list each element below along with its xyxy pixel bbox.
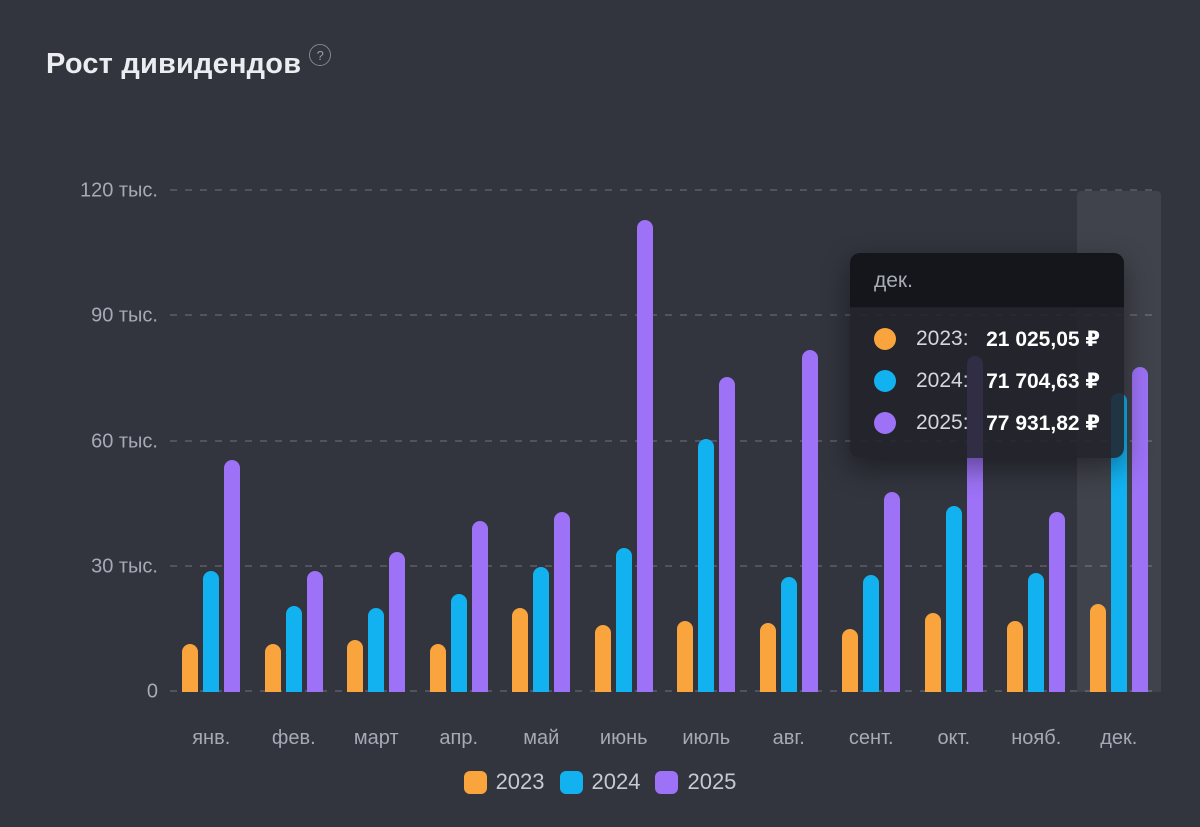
bar-2025-май[interactable] — [554, 512, 571, 692]
bar-2023-апр[interactable] — [429, 644, 446, 692]
chart-header: Рост дивидендов ? — [46, 44, 332, 81]
bar-group-май — [512, 512, 571, 692]
bar-2025-июнь[interactable] — [636, 220, 653, 692]
bar-group-июль — [677, 377, 736, 692]
bar-2023-авг[interactable] — [759, 623, 776, 692]
gridline-90-тыс. — [170, 314, 1160, 317]
tooltip-row-2023: 2023: 21 025,05 ₽ — [874, 318, 1100, 360]
bar-2023-сент[interactable] — [842, 629, 859, 692]
legend-label: 2025 — [687, 769, 737, 794]
x-tick-label: июнь — [599, 727, 648, 749]
tooltip-series-label: 2024: — [916, 369, 969, 392]
gridline-30-тыс. — [170, 564, 1160, 567]
x-tick-label: июль — [682, 727, 731, 749]
bar-2024-апр[interactable] — [450, 594, 467, 692]
bar-2023-март[interactable] — [347, 640, 364, 692]
legend-item-2024[interactable]: 2024 — [559, 769, 641, 795]
bar-2024-янв[interactable] — [203, 571, 220, 692]
x-tick-label: авг. — [772, 727, 805, 749]
bar-group-март — [347, 552, 406, 692]
bar-group-дек — [1089, 367, 1148, 692]
bar-2025-июль[interactable] — [719, 377, 736, 692]
tooltip-series-value: 71 704,63 ₽ — [986, 369, 1100, 393]
page-title: Рост дивидендов — [46, 48, 302, 80]
tooltip-series-label: 2023: — [916, 327, 969, 350]
bar-2023-окт[interactable] — [924, 613, 941, 692]
bar-2023-июль[interactable] — [677, 621, 694, 692]
bar-2024-фев[interactable] — [285, 606, 302, 692]
x-tick-label: окт. — [937, 727, 971, 749]
bar-2023-фев[interactable] — [264, 644, 281, 692]
bar-2024-авг[interactable] — [780, 577, 797, 692]
help-icon[interactable]: ? — [309, 44, 332, 66]
tooltip-series-label: 2025: — [916, 411, 969, 434]
legend-swatch-2023 — [463, 770, 487, 794]
bar-group-сент — [842, 492, 901, 692]
bar-group-июнь — [594, 220, 653, 692]
tooltip-series-dot — [874, 412, 896, 434]
y-tick-label: 60 тыс. — [91, 430, 158, 452]
legend-item-2025[interactable]: 2025 — [655, 769, 736, 795]
gridline-0 — [170, 690, 1160, 692]
tooltip-series-value: 77 931,82 ₽ — [986, 411, 1100, 435]
bar-2025-апр[interactable] — [471, 521, 488, 692]
y-tick-label: 90 тыс. — [91, 304, 158, 327]
bar-group-фев — [264, 571, 323, 692]
tooltip-body: 2023: 21 025,05 ₽ 2024: 71 704,63 ₽ 2025: 77 … — [850, 308, 1124, 458]
y-tick-label: 0 — [146, 680, 158, 703]
bar-2024-сент[interactable] — [863, 575, 880, 692]
bar-2023-дек[interactable] — [1089, 604, 1106, 692]
bar-2025-авг[interactable] — [801, 350, 818, 692]
bar-2024-окт[interactable] — [945, 506, 962, 692]
bar-2025-дек[interactable] — [1131, 367, 1148, 692]
legend-label: 2023 — [495, 769, 545, 794]
x-tick-label: апр. — [439, 727, 479, 749]
legend-swatch-2025 — [655, 770, 679, 794]
x-tick-label: дек. — [1100, 727, 1138, 749]
y-axis-labels: 0 30 тыс. 60 тыс. 90 тыс. 120 тыс. — [40, 180, 158, 703]
gridline-120-тыс. — [170, 189, 1160, 191]
legend-swatch-2024 — [559, 770, 583, 794]
chart-legend: 2023 2024 2025 — [0, 769, 1200, 795]
bar-group-авг — [759, 350, 818, 692]
bar-2024-июль[interactable] — [698, 439, 715, 692]
bar-2025-март[interactable] — [389, 552, 406, 692]
bar-2025-нояб[interactable] — [1049, 512, 1066, 692]
bar-2024-нояб[interactable] — [1028, 573, 1045, 692]
bar-2024-июнь[interactable] — [615, 548, 632, 692]
tooltip-row-2025: 2025: 77 931,82 ₽ — [874, 402, 1100, 444]
bar-2025-фев[interactable] — [306, 571, 323, 692]
tooltip-row-2024: 2024: 71 704,63 ₽ — [874, 360, 1100, 402]
bar-2024-май[interactable] — [533, 567, 550, 692]
chart-tooltip: дек. 2023: 21 025,05 ₽2024: 71 704,63 ₽202… — [850, 253, 1124, 458]
bar-2025-янв[interactable] — [224, 460, 241, 692]
y-tick-label: 30 тыс. — [91, 555, 158, 578]
bar-2023-май[interactable] — [512, 608, 529, 692]
bar-2024-дек[interactable] — [1110, 393, 1127, 692]
bar-2023-янв[interactable] — [182, 644, 199, 692]
x-tick-label: сент. — [848, 727, 894, 749]
bar-2023-нояб[interactable] — [1007, 621, 1024, 692]
gridline-60-тыс. — [170, 439, 1160, 442]
tooltip-series-dot — [874, 328, 896, 350]
legend-item-2023[interactable]: 2023 — [463, 769, 545, 795]
bar-2023-июнь[interactable] — [594, 625, 611, 692]
legend-label: 2024 — [591, 769, 641, 794]
x-tick-label: янв. — [192, 727, 231, 749]
bar-2025-сент[interactable] — [884, 492, 901, 692]
tooltip-series-dot — [874, 370, 896, 392]
x-tick-label: нояб. — [1011, 727, 1062, 749]
x-axis-labels: янв. фев. март апр. май июнь июль авг. сент. окт.… — [170, 727, 1160, 750]
tooltip-title: дек. — [850, 253, 1124, 308]
tooltip-series-value: 21 025,05 ₽ — [986, 327, 1100, 351]
y-tick-label: 120 тыс. — [79, 179, 158, 202]
bar-2024-март[interactable] — [368, 608, 385, 692]
x-tick-label: март — [353, 727, 399, 749]
bar-group-янв — [182, 460, 241, 692]
bar-group-апр — [429, 521, 488, 692]
x-tick-label: фев. — [271, 727, 316, 749]
x-tick-label: май — [523, 727, 560, 749]
bar-group-нояб — [1007, 512, 1066, 692]
